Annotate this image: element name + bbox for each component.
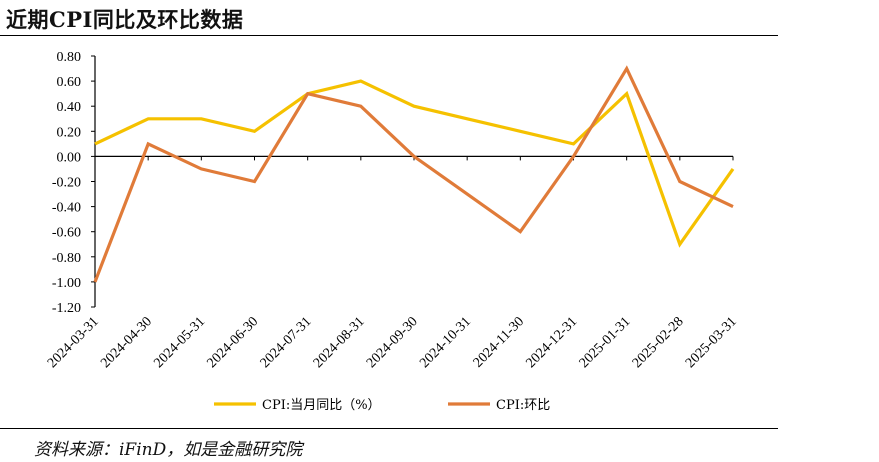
legend-label-0: CPI:当月同比（%） bbox=[262, 398, 381, 413]
y-tick-label: -1.20 bbox=[52, 301, 81, 316]
series-line-0 bbox=[94, 79, 735, 248]
series-line-1 bbox=[93, 65, 734, 283]
source-note: 资料来源：iFinD，如是金融研究院 bbox=[34, 440, 303, 460]
legend: CPI:当月同比（%） CPI:环比 bbox=[214, 398, 550, 413]
x-tick-label: 2024-06-30 bbox=[205, 314, 262, 371]
x-tick-label: 2025-01-31 bbox=[577, 314, 634, 371]
x-tick-label: 2024-09-30 bbox=[364, 314, 421, 371]
y-tick-label: -0.20 bbox=[52, 176, 81, 191]
y-tick-label: 0.00 bbox=[57, 150, 82, 165]
x-tick-label: 2024-07-31 bbox=[258, 314, 315, 371]
chart-title: 近期CPI同比及环比数据 bbox=[6, 7, 244, 32]
y-tick-label: 0.60 bbox=[57, 75, 82, 90]
y-tick-label: -0.60 bbox=[52, 226, 81, 241]
y-tick-label: -0.80 bbox=[52, 251, 81, 266]
y-tick-label: 0.80 bbox=[57, 50, 82, 65]
x-tick-label: 2024-11-30 bbox=[471, 314, 527, 370]
top-divider bbox=[0, 35, 778, 36]
axes: 0.80 0.60 0.40 0.20 0.00 -0.20 -0.40 -0.60 -0.80… bbox=[45, 50, 740, 371]
x-tick-label: 2024-03-31 bbox=[45, 314, 102, 371]
x-tick-label: 2024-05-31 bbox=[151, 314, 208, 371]
y-tick-label: 0.40 bbox=[57, 100, 82, 115]
series-layer bbox=[93, 65, 735, 283]
y-tick-label: -0.40 bbox=[52, 201, 81, 216]
y-tick-label: -1.00 bbox=[52, 276, 81, 291]
y-tick-label: 0.20 bbox=[57, 125, 82, 140]
bottom-divider bbox=[0, 428, 778, 429]
x-tick-label: 2024-12-31 bbox=[524, 314, 581, 371]
x-tick-label: 2024-04-30 bbox=[98, 314, 155, 371]
x-tick-label: 2025-03-31 bbox=[683, 314, 740, 371]
legend-label-1: CPI:环比 bbox=[496, 398, 550, 413]
x-tick-label: 2025-02-28 bbox=[630, 314, 687, 371]
x-tick-label: 2024-08-31 bbox=[311, 314, 368, 371]
x-tick-label: 2024-10-31 bbox=[417, 314, 474, 371]
